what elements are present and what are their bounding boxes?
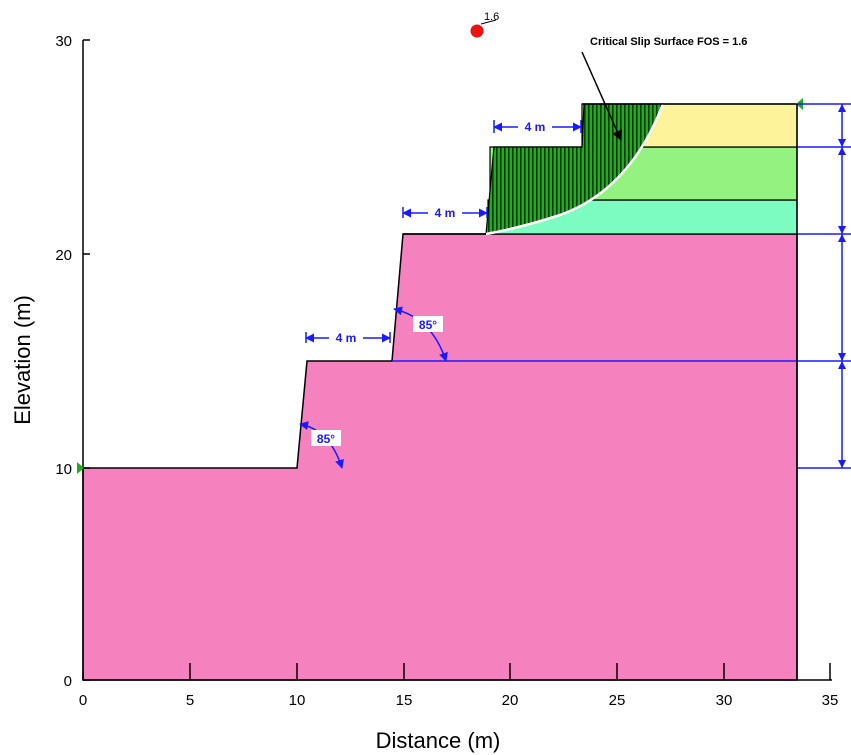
y-axis-ticks: [83, 39, 90, 681]
critical-slip-surface: [485, 103, 665, 236]
slope-angle-1: [299, 421, 344, 469]
layer-thickness-dimensions: [392, 103, 851, 469]
y-tick-20: 20: [55, 247, 72, 264]
bench-dimension-2: [402, 206, 488, 220]
critical-slip-pointer: [581, 51, 622, 141]
x-tick-30: 30: [716, 692, 733, 709]
bench-width-label-3: 4 m: [525, 120, 546, 134]
y-tick-0: 0: [64, 673, 72, 690]
y-tick-30: 30: [55, 33, 72, 50]
pink-soil-layer: [82, 233, 798, 681]
bench-width-label-2: 4 m: [435, 206, 456, 220]
y-axis-title: Elevation (m): [10, 295, 35, 425]
slope-angle-2: [393, 306, 448, 362]
fos-center-label: 1.6: [484, 11, 499, 23]
left-boundary-marker-icon: [77, 462, 84, 474]
x-tick-15: 15: [396, 692, 413, 709]
slope-angle-label-1: 85°: [317, 432, 335, 446]
slip-center-point: [470, 24, 484, 38]
x-tick-35: 35: [822, 692, 839, 709]
x-tick-10: 10: [289, 692, 306, 709]
y-tick-10: 10: [55, 461, 72, 478]
x-tick-20: 20: [502, 692, 519, 709]
x-tick-25: 25: [609, 692, 626, 709]
x-tick-0: 0: [79, 692, 87, 709]
x-axis-title: Distance (m): [376, 728, 501, 753]
bench-dimension-1: [305, 331, 391, 345]
x-axis-ticks: [82, 663, 831, 680]
slope-angle-label-2: 85°: [419, 318, 437, 332]
critical-slip-annotation: Critical Slip Surface FOS = 1.6: [590, 36, 747, 48]
bench-width-label-1: 4 m: [336, 331, 357, 345]
x-tick-5: 5: [186, 692, 194, 709]
bench-dimension-3: [493, 120, 582, 134]
